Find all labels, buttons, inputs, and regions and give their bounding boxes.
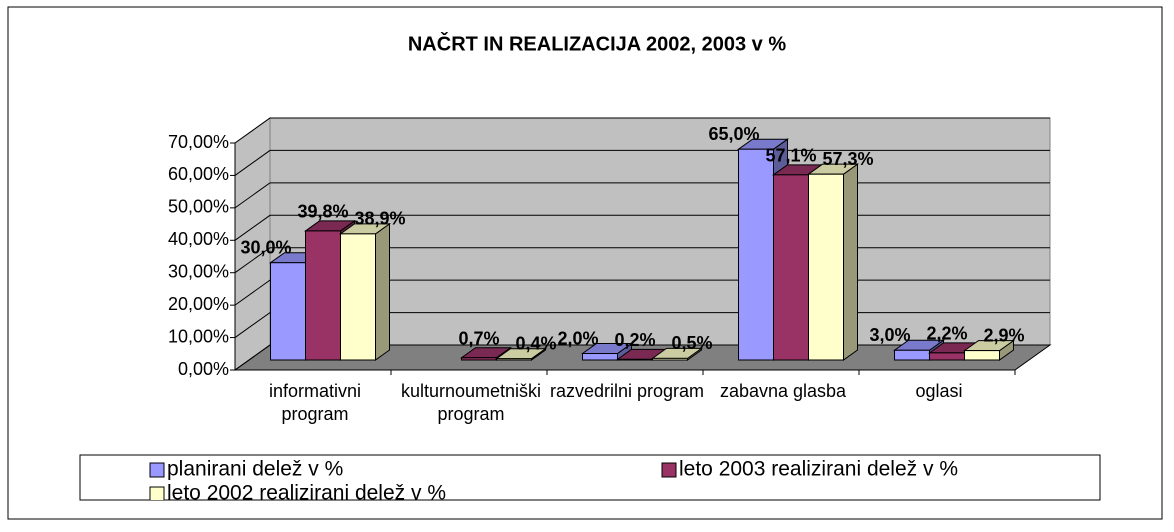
bar-front bbox=[617, 358, 653, 361]
bar bbox=[494, 347, 548, 361]
x-tick-label: kulturnoumetniški program bbox=[400, 381, 542, 424]
legend-label: leto 2002 realizirani delež v % bbox=[167, 482, 446, 505]
bar bbox=[338, 222, 392, 361]
legend-box bbox=[79, 454, 1101, 501]
data-label: 2,0% bbox=[557, 328, 598, 348]
bar-front bbox=[894, 349, 930, 361]
y-tick-label: 50,00% bbox=[168, 197, 229, 217]
legend-swatch bbox=[661, 462, 677, 478]
y-tick-label: 0,00% bbox=[178, 359, 229, 379]
data-label: 2,2% bbox=[926, 324, 967, 344]
data-label: 2,9% bbox=[983, 325, 1024, 345]
bar bbox=[580, 342, 634, 361]
bar-front bbox=[270, 262, 306, 361]
bar-front bbox=[808, 173, 844, 361]
y-tick-label: 20,00% bbox=[168, 294, 229, 314]
y-tick-label: 10,00% bbox=[168, 326, 229, 346]
legend-label: planirani delež v % bbox=[167, 458, 343, 481]
legend-label: leto 2003 realizirani delež v % bbox=[679, 458, 958, 481]
bar bbox=[962, 339, 1016, 361]
bar bbox=[806, 163, 860, 361]
grid-line bbox=[234, 149, 1050, 176]
bar-front bbox=[738, 148, 774, 361]
data-label: 0,2% bbox=[614, 330, 655, 350]
grid-line bbox=[234, 117, 1050, 144]
x-tick-label: razvedrilni program bbox=[549, 381, 705, 401]
data-label: 30,0% bbox=[240, 237, 291, 257]
chart-title: NAČRT IN REALIZACIJA 2002, 2003 v % bbox=[408, 31, 786, 55]
bar-front bbox=[340, 233, 376, 361]
x-tick-label: zabavna glasba bbox=[719, 381, 847, 401]
legend-swatch bbox=[149, 462, 165, 478]
bar-front bbox=[582, 353, 618, 361]
data-label: 0,4% bbox=[515, 333, 556, 353]
bar-front bbox=[964, 350, 1000, 361]
y-tick-label: 30,00% bbox=[168, 261, 229, 281]
bar-side bbox=[375, 222, 390, 361]
data-label: 0,7% bbox=[458, 328, 499, 348]
bar-front bbox=[773, 174, 809, 361]
data-label: 57,3% bbox=[822, 149, 873, 169]
legend: planirani delež v % leto 2003 realizirani… bbox=[79, 454, 1101, 505]
x-tick-label: oglasi bbox=[915, 381, 963, 401]
data-label: 38,9% bbox=[354, 209, 405, 229]
data-label: 3,0% bbox=[869, 325, 910, 345]
legend-swatch bbox=[149, 486, 165, 500]
data-label: 0,5% bbox=[671, 333, 712, 353]
bar-front bbox=[305, 230, 341, 361]
x-tick-label: informativni program bbox=[268, 381, 362, 424]
bar-front bbox=[496, 358, 532, 361]
bar bbox=[650, 347, 704, 361]
bar-front bbox=[461, 357, 497, 361]
y-tick-label: 60,00% bbox=[168, 164, 229, 184]
legend-items: planirani delež v % leto 2003 realizirani… bbox=[149, 458, 958, 505]
data-label: 65,0% bbox=[708, 124, 759, 144]
bar-side bbox=[843, 163, 858, 361]
y-tick-label: 40,00% bbox=[168, 229, 229, 249]
data-label: 57,1% bbox=[765, 146, 816, 166]
y-tick-label: 70,00% bbox=[168, 132, 229, 152]
data-label: 39,8% bbox=[297, 202, 348, 222]
bar-front bbox=[652, 357, 688, 361]
bar-front bbox=[929, 352, 965, 361]
